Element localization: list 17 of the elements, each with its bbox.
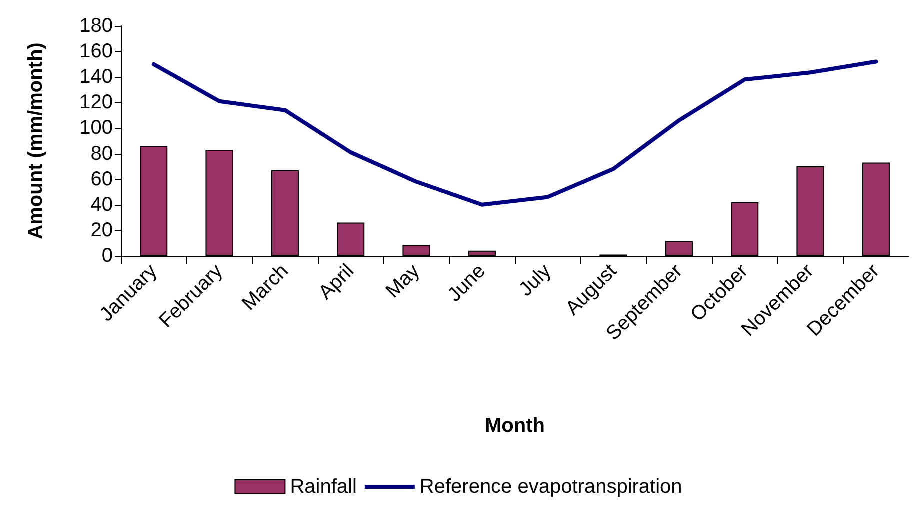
y-tick-label: 160 (80, 40, 113, 63)
x-tick-label: July (514, 260, 556, 301)
x-tick-label: May (382, 260, 424, 302)
y-tick-label: 140 (80, 66, 113, 88)
y-tick-label: 60 (90, 168, 113, 190)
y-axis-title: Amount (mm/month) (25, 42, 47, 240)
y-tick-label: 180 (80, 15, 113, 37)
line-series (152, 60, 878, 207)
y-tick-label: 40 (90, 194, 113, 216)
y-tick-label: 120 (80, 92, 113, 114)
x-axis-title: Month (485, 415, 545, 437)
legend-label: Reference evapotranspiration (420, 476, 682, 498)
y-tick-label: 20 (90, 219, 113, 242)
legend-label: Rainfall (290, 476, 357, 498)
y-tick-label: 0 (102, 245, 113, 267)
y-tick-label: 80 (90, 142, 113, 165)
y-tick-label: 100 (80, 117, 113, 140)
